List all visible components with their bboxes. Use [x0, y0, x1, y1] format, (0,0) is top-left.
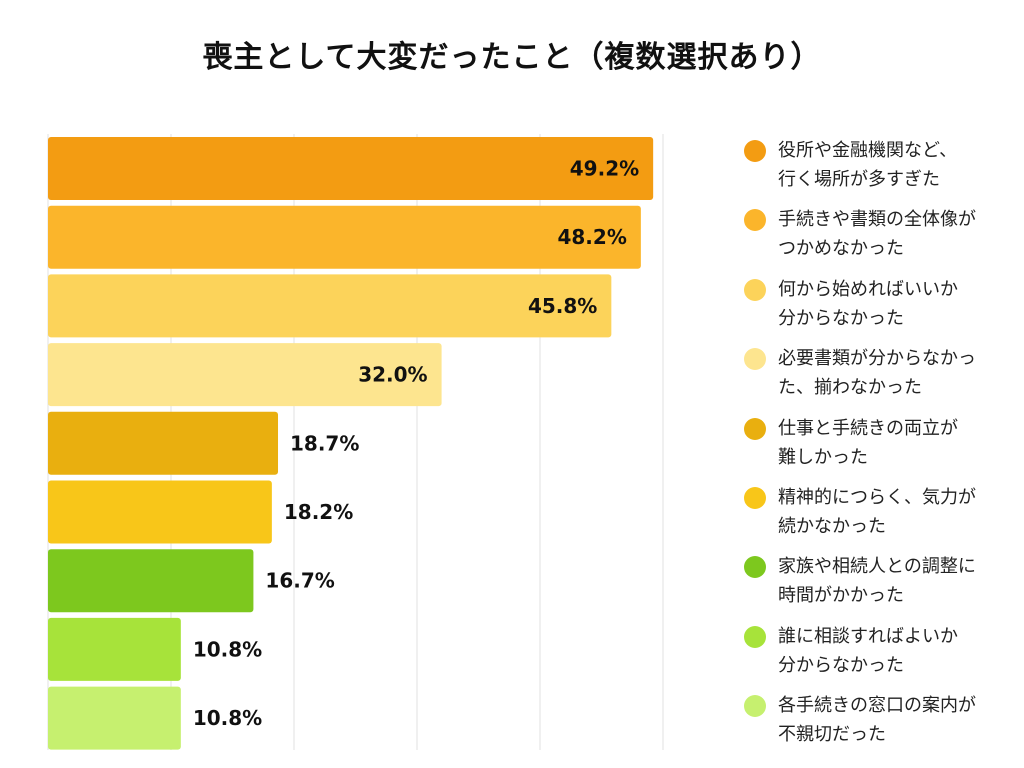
legend-swatch: [744, 140, 766, 162]
legend-swatch: [744, 486, 766, 509]
data-label: 18.7%: [290, 431, 359, 455]
legend-label: 手続きや書類の全体像が つかめなかった: [778, 209, 976, 260]
data-label: 18.2%: [284, 500, 353, 524]
bar: [48, 411, 279, 475]
bar: [48, 343, 442, 407]
legend-label: 家族や相続人との調整に 時間がかかった: [778, 556, 976, 607]
legend-label: 何から始めればいいか 分からなかった: [778, 278, 958, 329]
data-label: 49.2%: [570, 157, 639, 181]
legend-swatch: [744, 556, 766, 579]
legend-swatch: [744, 625, 766, 648]
legend-swatch: [744, 209, 766, 232]
legend-swatch: [744, 348, 766, 371]
data-label: 48.2%: [557, 225, 626, 249]
legend-label: 仕事と手続きの両立が 難しかった: [778, 417, 958, 468]
data-label: 10.8%: [193, 706, 262, 730]
legend-label: 精神的につらく、気力が 続かなかった: [778, 486, 976, 537]
bar: [48, 274, 612, 338]
data-label: 16.7%: [265, 569, 334, 593]
legend-label: 誰に相談すればよいか 分からなかった: [778, 625, 958, 676]
bar: [48, 617, 181, 681]
bar: [48, 686, 181, 750]
data-label: 10.8%: [193, 637, 262, 661]
bar: [48, 205, 641, 269]
bar: [48, 549, 254, 613]
legend-swatch: [744, 278, 766, 301]
bar: [48, 480, 272, 544]
data-label: 32.0%: [358, 363, 427, 387]
legend-label: 各手続きの窓口の案内が 不親切だった: [778, 695, 976, 746]
legend-label: 必要書類が分からなかっ た、揃わなかった: [778, 348, 976, 399]
chart-title: 喪主として大変だったこと（複数選択あり）: [202, 40, 822, 75]
legend-swatch: [744, 417, 766, 440]
legend-swatch: [744, 695, 766, 718]
data-label: 45.8%: [528, 294, 597, 318]
bar: [48, 137, 654, 200]
legend-label: 役所や金融機関など、 行く場所が多すぎた: [778, 140, 958, 190]
